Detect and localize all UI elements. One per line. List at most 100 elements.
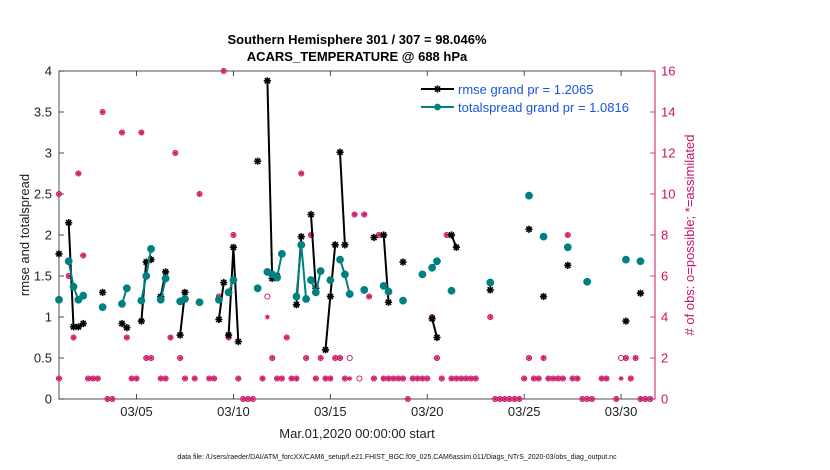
series-totalspread-point	[142, 272, 151, 280]
series-rmse-point	[452, 243, 460, 251]
legend-rmse-point	[433, 85, 442, 93]
chart-title: Southern Hemisphere 301 / 307 = 98.046%	[227, 32, 486, 47]
obs-assimilated-marker	[434, 355, 440, 361]
legend-totalspread-marker	[434, 103, 441, 111]
series-rmse-point	[65, 219, 73, 227]
series-rmse-point	[123, 324, 131, 332]
legend-totalspread-label: totalspread grand pr = 1.0816	[458, 100, 629, 115]
series-totalspread-point	[229, 276, 238, 285]
obs-count-markers	[55, 67, 654, 403]
series-totalspread-point	[181, 295, 189, 303]
y-tick-label-right: 14	[661, 105, 675, 120]
obs-assimilated-marker	[570, 375, 576, 382]
x-axis-label: Mar.01,2020 00:00:00 start	[279, 426, 435, 441]
obs-assimilated-marker	[633, 355, 639, 361]
obs-assimilated-marker	[463, 375, 469, 382]
series-totalspread-point	[122, 284, 131, 293]
series-totalspread-point	[55, 295, 63, 304]
series-totalspread-point	[273, 273, 281, 282]
obs-assimilated-marker	[245, 396, 251, 402]
obs-assimilated-marker	[192, 375, 198, 382]
series-totalspread-point	[418, 270, 427, 279]
series-rmse-point	[428, 315, 436, 323]
obs-possible-marker	[264, 293, 271, 300]
obs-assimilated-marker	[395, 375, 401, 382]
obs-assimilated-marker	[502, 396, 508, 402]
y-axis-left: 0 0.5 1 1.5 2 2.5 3 3.5 4	[34, 64, 64, 407]
obs-assimilated-marker	[565, 232, 571, 238]
obs-assimilated-marker	[318, 355, 324, 361]
y-tick-label-left: 3.5	[34, 105, 52, 120]
series-rmse-point	[380, 231, 388, 239]
series-rmse-point	[336, 148, 344, 156]
y-tick-label-left: 4	[45, 64, 52, 79]
series-totalspread-point	[292, 292, 301, 301]
obs-assimilated-marker	[284, 334, 290, 341]
series-totalspread-point	[622, 255, 630, 264]
series-rmse-point	[263, 77, 271, 85]
obs-assimilated-marker	[196, 191, 203, 197]
obs-assimilated-marker	[536, 375, 542, 382]
obs-assimilated-marker	[288, 375, 295, 382]
obs-assimilated-marker	[279, 375, 285, 382]
series-totalspread-point	[224, 288, 233, 297]
obs-assimilated-marker	[274, 375, 280, 382]
y-tick-label-left: 2.5	[34, 187, 52, 202]
obs-assimilated-marker	[366, 293, 372, 300]
obs-possible-marker	[346, 354, 353, 362]
obs-assimilated-marker	[143, 355, 149, 361]
obs-assimilated-marker	[298, 170, 304, 177]
obs-assimilated-marker	[410, 375, 416, 382]
series-rmse-point	[486, 286, 494, 294]
series-totalspread-point	[336, 255, 344, 264]
series-totalspread-point	[98, 303, 107, 312]
obs-assimilated-marker	[468, 375, 474, 382]
series-rmse-point	[229, 243, 238, 251]
obs-assimilated-marker	[221, 68, 227, 74]
x-tick-label: 03/30	[605, 404, 638, 419]
series-rmse-point	[564, 261, 572, 269]
obs-assimilated-marker	[240, 396, 246, 402]
obs-assimilated-marker	[361, 211, 367, 218]
series-rmse-point	[321, 346, 330, 354]
series-rmse-point	[55, 250, 63, 258]
series-rmse-line	[450, 234, 458, 248]
series-rmse-point	[292, 301, 301, 309]
series-totalspread-point	[311, 288, 320, 297]
obs-assimilated-marker	[230, 232, 237, 238]
obs-assimilated-marker	[332, 355, 338, 361]
obs-assimilated-marker	[129, 375, 135, 382]
series-totalspread-point	[118, 299, 126, 308]
series-rmse-point	[224, 331, 233, 339]
y-tick-label-left: 1	[45, 310, 52, 325]
obs-assimilated-marker	[322, 375, 329, 382]
obs-assimilated-marker	[599, 375, 605, 382]
series-totalspread-point	[307, 276, 315, 285]
y-axis-right-label: # of obs: o=possible; *=assimilated	[682, 135, 697, 336]
series-rmse-point	[99, 288, 107, 296]
obs-assimilated-marker	[95, 375, 101, 382]
legend-box	[418, 78, 650, 120]
obs-assimilated-marker	[405, 396, 411, 402]
y-axis-left-label: rmse and totalspread	[17, 174, 32, 296]
obs-assimilated-marker	[613, 396, 619, 402]
y-tick-label-right: 8	[661, 228, 668, 243]
obs-assimilated-marker	[419, 375, 426, 382]
series-totalspread-point	[563, 243, 572, 252]
obs-assimilated-marker	[259, 375, 266, 382]
obs-assimilated-marker	[540, 355, 547, 361]
y-tick-label-right: 0	[661, 392, 668, 407]
data-file-footer: data file: /Users/raeder/DAI/ATM_forcXX/…	[177, 454, 617, 461]
obs-assimilated-marker	[637, 396, 644, 402]
series-totalspread-point	[64, 257, 73, 266]
obs-assimilated-marker	[56, 191, 62, 197]
series-totalspread-point	[277, 249, 286, 258]
y-tick-label-right: 4	[661, 310, 668, 325]
series-totalspread-point	[447, 286, 456, 295]
obs-assimilated-marker	[487, 314, 493, 320]
obs-assimilated-marker	[550, 375, 556, 382]
y-tick-label-left: 0	[45, 392, 52, 407]
series-totalspread-point	[137, 296, 146, 305]
obs-assimilated-marker	[56, 375, 62, 382]
obs-assimilated-marker	[545, 375, 551, 382]
